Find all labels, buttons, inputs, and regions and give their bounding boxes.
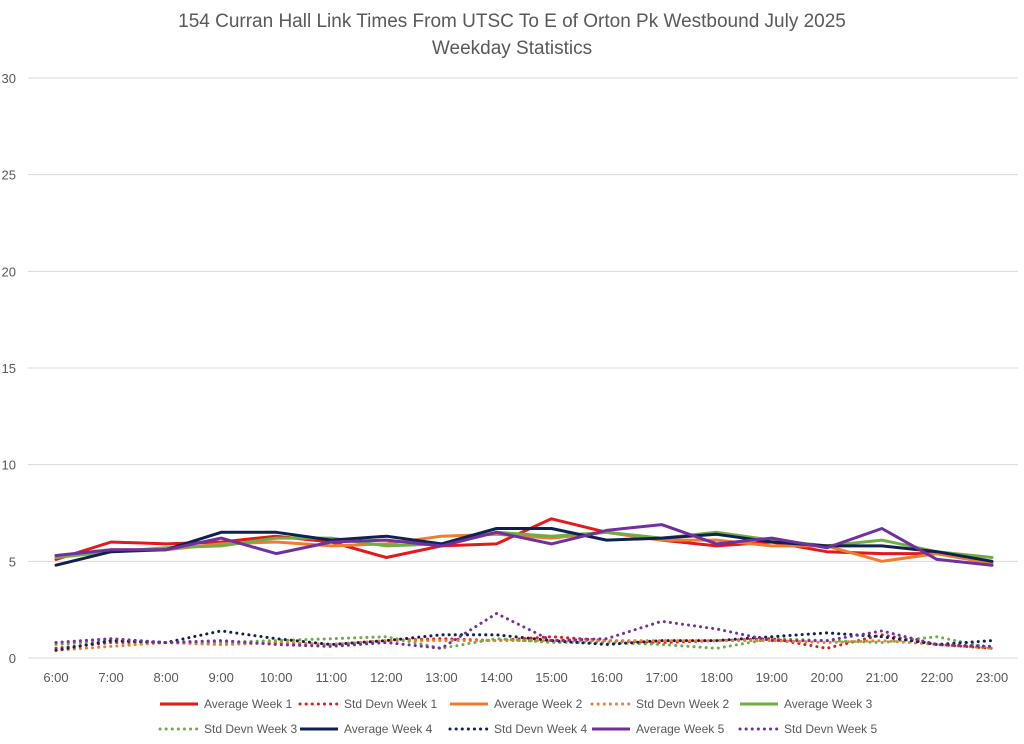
x-tick-label: 23:00 [976,670,1009,685]
x-axis-ticks: 6:00 7:00 8:00 9:00 10:00 11:00 12:00 13:00 14:0… [43,670,1008,685]
series-line-std-devn-week-4 [54,629,994,652]
gridlines [28,77,1018,659]
legend-item: Average Week 4 [300,722,433,736]
x-tick-label: 16:00 [590,670,623,685]
series-line-average-week-1 [54,517,994,565]
legend-label: Std Devn Week 3 [204,722,297,736]
series-line-std-devn-week-3 [54,635,994,650]
x-tick-label: 13:00 [425,670,458,685]
series-line-std-devn-week-5 [54,612,994,650]
legend-item: Average Week 2 [450,697,583,711]
legend: Average Week 1 Std Devn Week 1 Average Wee… [158,697,877,736]
legend-label: Std Devn Week 2 [636,697,729,711]
y-tick-label: 0 [9,651,16,666]
x-tick-label: 18:00 [700,670,733,685]
chart-subtitle: Weekday Statistics [432,38,592,59]
x-tick-label: 9:00 [209,670,234,685]
y-tick-label: 30 [2,71,16,86]
y-tick-label: 20 [2,264,16,279]
legend-item: Std Devn Week 2 [590,697,729,711]
y-axis-ticks: 0 5 10 15 20 25 30 [2,71,16,666]
legend-item: Std Devn Week 4 [448,722,587,736]
x-tick-label: 22:00 [921,670,954,685]
legend-label: Average Week 3 [784,697,873,711]
legend-label: Std Devn Week 4 [494,722,587,736]
x-tick-label: 20:00 [811,670,844,685]
series-lines [54,517,994,652]
x-tick-label: 7:00 [98,670,123,685]
x-tick-label: 10:00 [260,670,293,685]
x-tick-label: 14:00 [480,670,513,685]
legend-label: Average Week 1 [204,697,293,711]
legend-item: Std Devn Week 3 [158,722,297,736]
legend-item: Std Devn Week 5 [738,722,877,736]
legend-label: Average Week 4 [344,722,433,736]
x-tick-label: 15:00 [535,670,568,685]
series-line-average-week-5 [54,523,994,567]
chart-title: 154 Curran Hall Link Times From UTSC To … [178,11,846,32]
y-tick-label: 5 [9,554,16,569]
legend-item: Average Week 5 [592,722,725,736]
x-tick-label: 8:00 [153,670,178,685]
y-tick-label: 10 [2,458,16,473]
y-tick-label: 15 [2,361,16,376]
legend-item: Average Week 1 [160,697,293,711]
legend-label: Std Devn Week 5 [784,722,877,736]
x-tick-label: 21:00 [866,670,899,685]
x-tick-label: 17:00 [645,670,678,685]
x-tick-label: 19:00 [755,670,788,685]
legend-label: Std Devn Week 1 [344,697,437,711]
legend-item: Average Week 3 [740,697,873,711]
x-tick-label: 12:00 [370,670,403,685]
series-line-std-devn-week-1 [54,633,994,650]
y-tick-label: 25 [2,168,16,183]
legend-label: Average Week 5 [636,722,725,736]
x-tick-label: 11:00 [316,670,348,685]
x-tick-label: 6:00 [43,670,68,685]
legend-label: Average Week 2 [494,697,583,711]
legend-item: Std Devn Week 1 [298,697,437,711]
